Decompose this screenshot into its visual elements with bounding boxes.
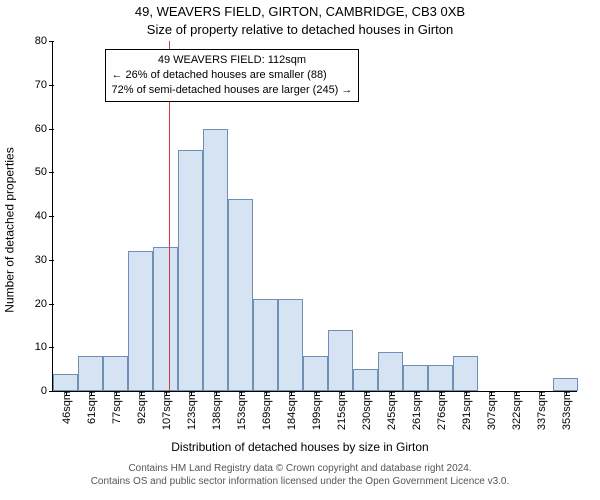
- x-tick: 169sqm: [259, 391, 273, 430]
- x-tick: 107sqm: [159, 391, 173, 430]
- x-tick: 261sqm: [409, 391, 423, 430]
- x-tick: 153sqm: [234, 391, 248, 430]
- histogram-bar: [203, 129, 228, 392]
- x-tick: 353sqm: [559, 391, 573, 430]
- x-tick: 61sqm: [84, 391, 98, 424]
- y-axis-label-container: Number of detached properties: [0, 0, 20, 460]
- histogram-bar: [428, 365, 453, 391]
- histogram-bar: [253, 299, 278, 391]
- x-tick: 199sqm: [309, 391, 323, 430]
- y-tick: 80: [35, 35, 53, 47]
- histogram-bar: [403, 365, 428, 391]
- histogram-chart: 49, WEAVERS FIELD, GIRTON, CAMBRIDGE, CB…: [0, 0, 600, 500]
- x-tick: 337sqm: [534, 391, 548, 430]
- x-tick: 322sqm: [509, 391, 523, 430]
- x-tick: 92sqm: [134, 391, 148, 424]
- x-tick: 138sqm: [209, 391, 223, 430]
- histogram-bar: [553, 378, 578, 391]
- y-tick: 0: [41, 385, 53, 397]
- histogram-bar: [453, 356, 478, 391]
- histogram-bar: [103, 356, 128, 391]
- info-box: 49 WEAVERS FIELD: 112sqm← 26% of detache…: [105, 49, 360, 102]
- footer-line1: Contains HM Land Registry data © Crown c…: [0, 462, 600, 475]
- y-tick: 10: [35, 341, 53, 353]
- y-axis-label: Number of detached properties: [3, 147, 17, 312]
- histogram-bar: [278, 299, 303, 391]
- x-axis-label: Distribution of detached houses by size …: [0, 440, 600, 454]
- info-box-line: 72% of semi-detached houses are larger (…: [112, 83, 353, 98]
- y-tick: 40: [35, 210, 53, 222]
- info-box-line: ← 26% of detached houses are smaller (88…: [112, 68, 353, 83]
- x-tick: 123sqm: [184, 391, 198, 430]
- histogram-bar: [228, 199, 253, 392]
- histogram-bar: [128, 251, 153, 391]
- x-tick: 46sqm: [59, 391, 73, 424]
- x-tick: 230sqm: [359, 391, 373, 430]
- histogram-bar: [153, 247, 178, 391]
- y-tick: 60: [35, 123, 53, 135]
- x-tick: 215sqm: [334, 391, 348, 430]
- histogram-bar: [53, 374, 78, 392]
- histogram-bar: [178, 150, 203, 391]
- histogram-bar: [378, 352, 403, 391]
- info-box-line: 49 WEAVERS FIELD: 112sqm: [112, 53, 353, 68]
- histogram-bar: [328, 330, 353, 391]
- footer-attribution: Contains HM Land Registry data © Crown c…: [0, 462, 600, 488]
- chart-title-line1: 49, WEAVERS FIELD, GIRTON, CAMBRIDGE, CB…: [0, 4, 600, 19]
- chart-title-line2: Size of property relative to detached ho…: [0, 22, 600, 37]
- histogram-bar: [78, 356, 103, 391]
- y-tick: 70: [35, 79, 53, 91]
- x-tick: 184sqm: [284, 391, 298, 430]
- y-tick: 30: [35, 254, 53, 266]
- x-tick: 307sqm: [484, 391, 498, 430]
- histogram-bar: [303, 356, 328, 391]
- histogram-bar: [353, 369, 378, 391]
- x-tick: 291sqm: [459, 391, 473, 430]
- x-tick: 77sqm: [109, 391, 123, 424]
- x-tick: 276sqm: [434, 391, 448, 430]
- y-tick: 50: [35, 166, 53, 178]
- footer-line2: Contains OS and public sector informatio…: [0, 475, 600, 488]
- x-tick: 245sqm: [384, 391, 398, 430]
- y-tick: 20: [35, 298, 53, 310]
